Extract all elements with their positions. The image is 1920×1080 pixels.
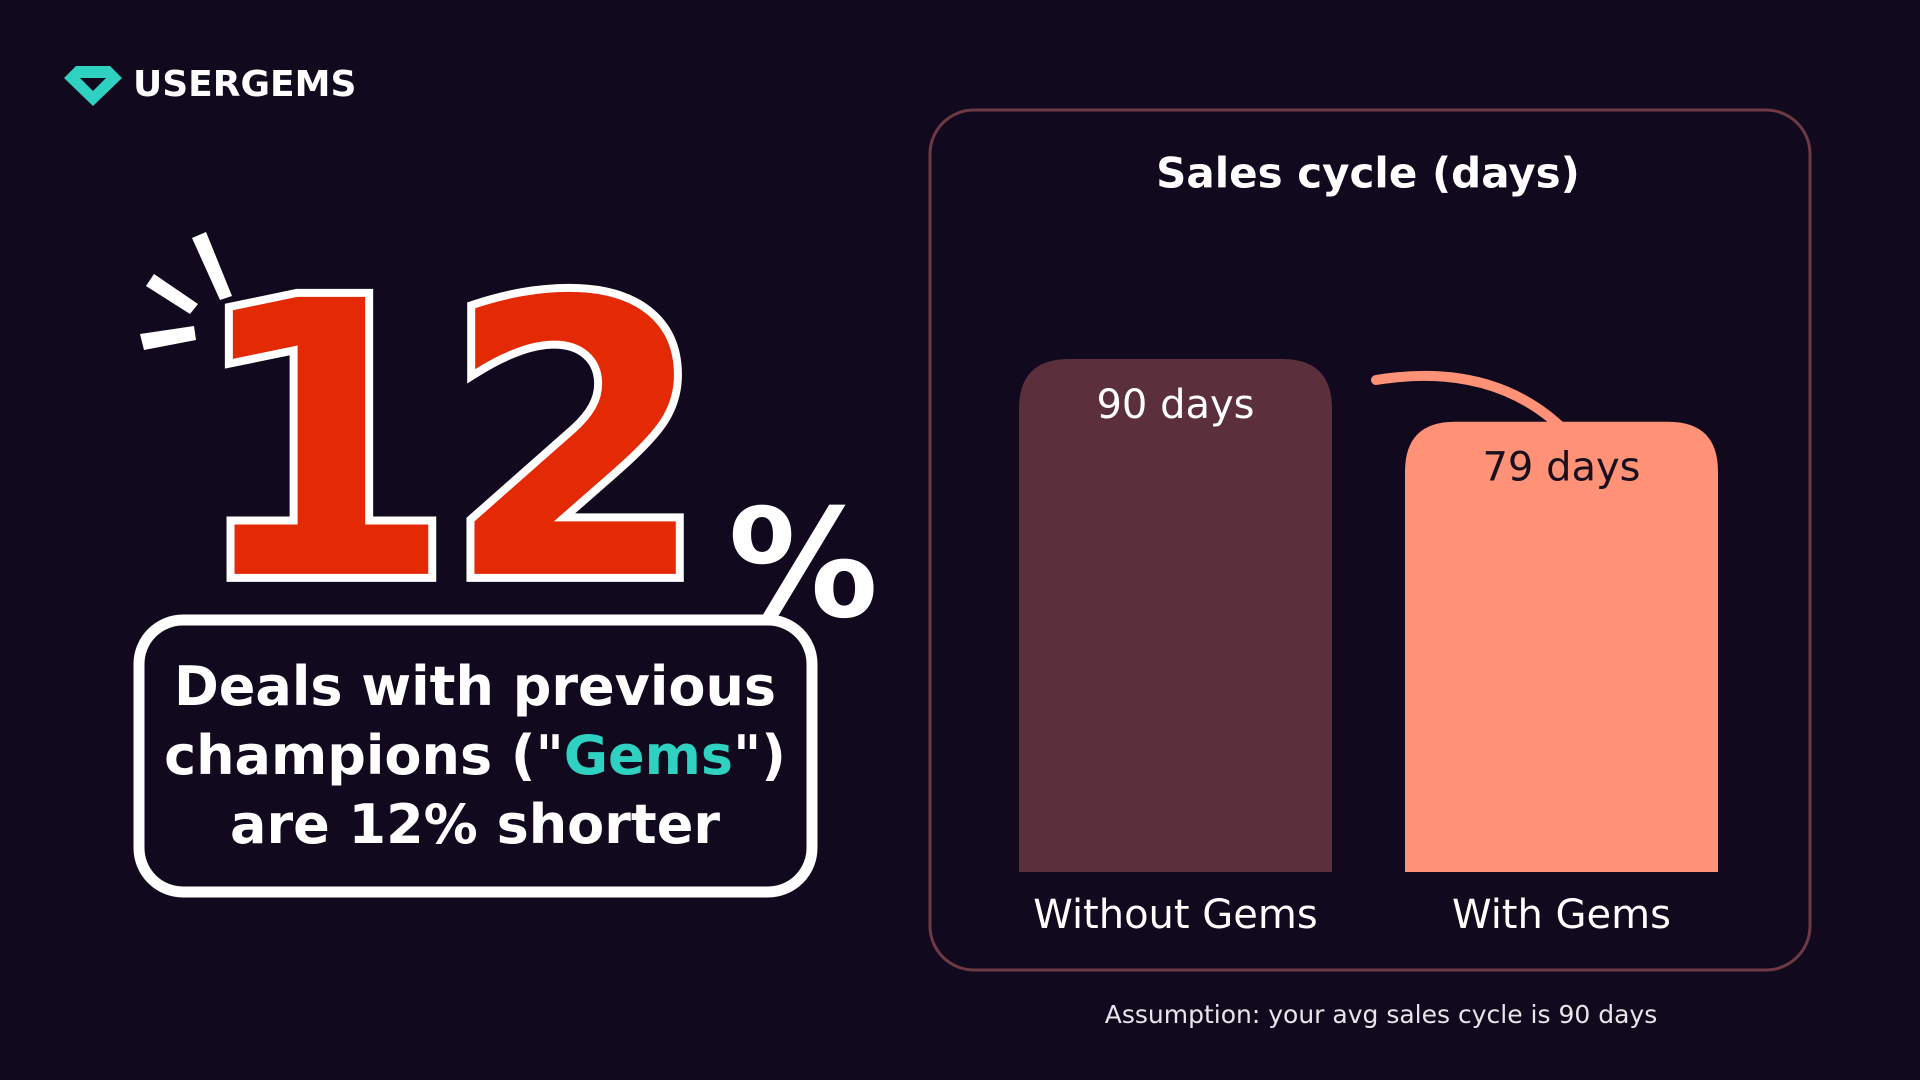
category-label: Without Gems [1033, 892, 1317, 938]
bars: 90 days Without Gems 79 days With Gems [1019, 359, 1718, 938]
bar [1405, 421, 1718, 872]
logo-text: USERGEMS [133, 64, 356, 105]
splash-line [140, 326, 196, 350]
value-label: 90 days [1096, 382, 1254, 428]
logo: USERGEMS [64, 64, 356, 106]
chart-frame [928, 108, 1812, 972]
callout-line: are 12% shorter [230, 793, 720, 856]
value-label: 79 days [1482, 445, 1640, 491]
callout-line: Deals with previous [174, 655, 776, 718]
category-label: With Gems [1452, 892, 1671, 938]
splash-line [192, 232, 232, 300]
callout-highlight: Gems [564, 724, 733, 787]
bar [1019, 359, 1332, 872]
callout-text: Deals with previous [174, 655, 776, 718]
callout-text: are 12% shorter [230, 793, 720, 856]
logo-icon-cut [80, 78, 106, 91]
callout-box [133, 614, 818, 898]
headline-number: 12 [190, 221, 699, 664]
arrow [1371, 370, 1577, 443]
splash [140, 232, 232, 350]
chart-title: Sales cycle (days) [1156, 149, 1580, 198]
footnote: Assumption: your avg sales cycle is 90 d… [1105, 1000, 1657, 1029]
callout-line: champions ("Gems") [164, 724, 786, 787]
callout-text: ") [733, 724, 786, 787]
splash-line [146, 274, 198, 314]
callout-text: champions (" [164, 724, 564, 787]
